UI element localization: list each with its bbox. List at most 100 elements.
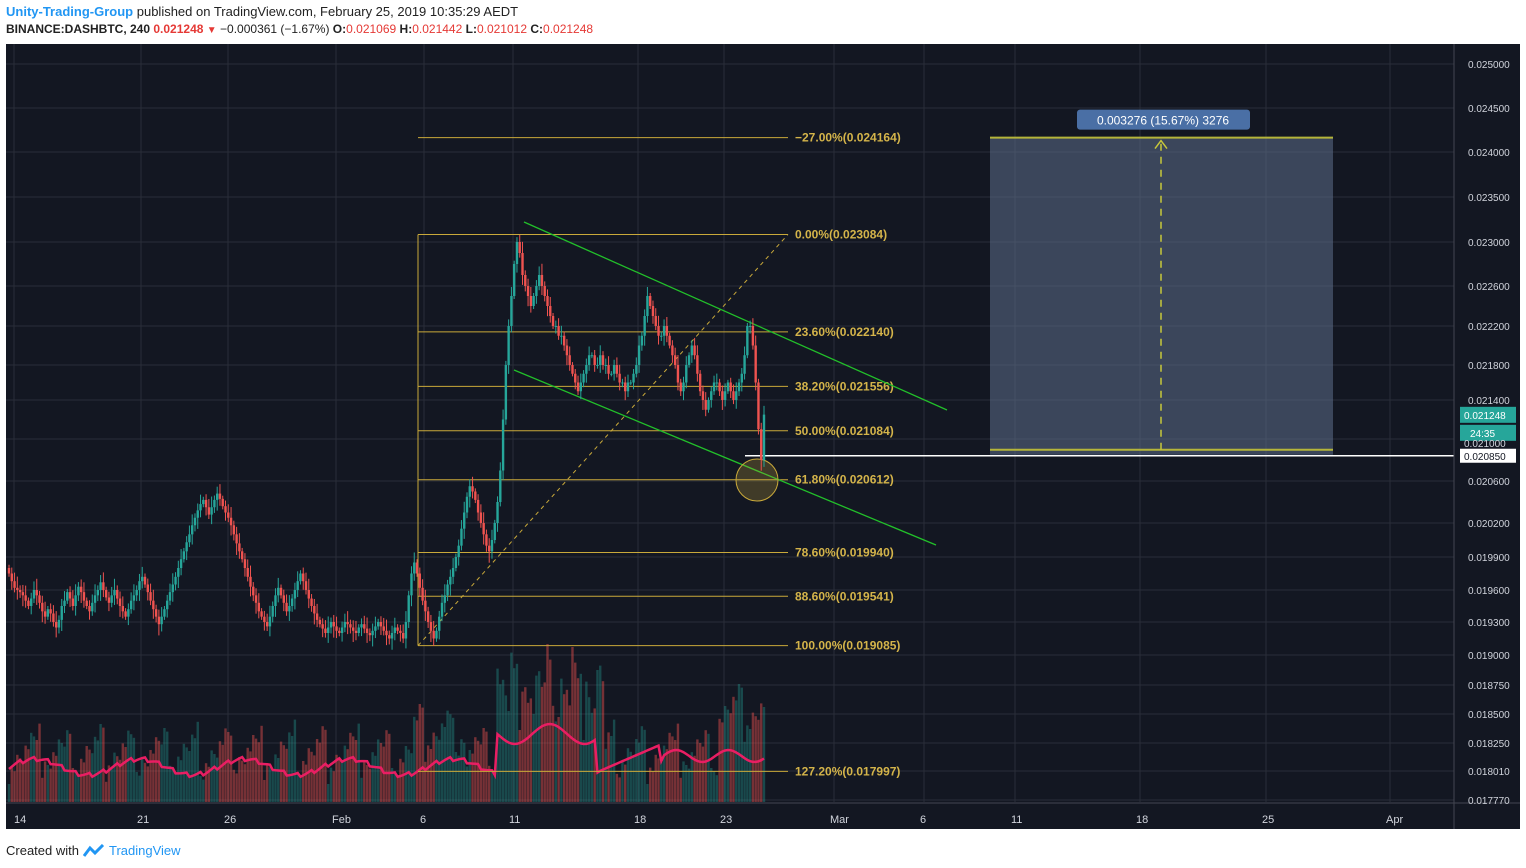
candle-body — [113, 590, 116, 596]
volume-bar — [413, 716, 416, 802]
volume-bar — [277, 758, 280, 802]
volume-bar — [587, 697, 591, 802]
candle-body — [288, 606, 291, 612]
candle-body — [682, 382, 685, 392]
fib-level-label: 61.80%(0.020612) — [795, 473, 894, 487]
candle-body — [698, 373, 702, 392]
candle-body — [648, 296, 652, 306]
candle-body — [443, 595, 446, 603]
candle-body — [635, 365, 638, 374]
x-tick-label: 18 — [634, 814, 646, 826]
candle-body — [404, 622, 408, 639]
volume-bar — [143, 762, 147, 802]
high-label: H: — [399, 22, 413, 36]
volume-bar — [43, 761, 47, 802]
candle-body — [704, 400, 707, 410]
volume-bar — [196, 721, 199, 802]
candle-body — [221, 498, 224, 507]
candle-body — [202, 499, 205, 505]
volume-bar — [346, 749, 349, 802]
volume-bar — [227, 732, 230, 802]
volume-bar — [271, 770, 274, 802]
y-tick-label: 0.019900 — [1468, 553, 1510, 564]
candle-body — [213, 499, 216, 508]
candle-body — [701, 391, 705, 400]
candle-body — [185, 542, 188, 552]
volume-bar — [304, 764, 308, 802]
candle-body — [429, 622, 433, 631]
volume-bar — [110, 769, 113, 802]
volume-bar — [576, 678, 580, 802]
candle-body — [257, 602, 261, 612]
volume-bar — [77, 775, 80, 802]
volume-bar — [648, 767, 652, 802]
price-chart[interactable]: 0.003276 (15.67%) 3276 −27.00%(0.024164)… — [6, 44, 1520, 829]
candle-body — [35, 590, 38, 596]
volume-bar — [321, 726, 324, 802]
volume-bar — [529, 698, 533, 802]
volume-bar — [579, 673, 583, 802]
tradingview-logo-icon — [82, 843, 105, 857]
volume-bar — [549, 659, 552, 802]
candle-body — [146, 584, 149, 593]
volume-bar — [254, 738, 258, 802]
candle-body — [302, 573, 305, 582]
projection-label-text: 0.003276 (15.67%) 3276 — [1097, 114, 1229, 128]
volume-bar — [363, 761, 366, 802]
footer: Created with TradingView — [6, 843, 181, 858]
volume-bar — [551, 705, 555, 802]
volume-bar — [307, 748, 310, 802]
candle-body — [229, 517, 233, 526]
candle-body — [374, 626, 377, 631]
candle-body — [168, 592, 172, 601]
volume-bar — [388, 733, 391, 802]
candle-body — [154, 609, 158, 617]
volume-bar — [426, 745, 430, 802]
candle-body — [587, 355, 591, 365]
volume-bar — [129, 734, 133, 802]
volume-bar — [710, 768, 713, 802]
candle-body — [479, 512, 483, 523]
volume-bar — [635, 739, 638, 802]
volume-bar — [651, 771, 655, 802]
candle-body — [174, 576, 177, 585]
candle-body — [190, 525, 194, 535]
candle-body — [640, 335, 644, 346]
candle-body — [171, 584, 174, 593]
candle-body — [493, 523, 496, 540]
candle-body — [396, 627, 399, 631]
volume-bar — [327, 784, 330, 802]
candle-body — [13, 581, 16, 588]
y-tick-label: 0.021800 — [1468, 361, 1510, 372]
volume-bar — [723, 706, 727, 802]
volume-bar — [74, 771, 77, 802]
volume-bar — [371, 752, 374, 802]
volume-bar — [274, 754, 277, 802]
candle-body — [599, 355, 602, 365]
target-circle — [735, 458, 779, 502]
volume-bar — [615, 773, 619, 802]
candle-body — [327, 627, 330, 633]
volume-bar — [127, 730, 130, 802]
candle-body — [665, 326, 669, 336]
volume-bar — [79, 758, 83, 802]
candle-body — [157, 616, 161, 625]
tradingview-brand[interactable]: TradingView — [108, 843, 181, 858]
volume-bar — [662, 745, 666, 802]
volume-bar — [601, 681, 605, 802]
volume-bar — [102, 727, 105, 802]
candle-body — [557, 326, 560, 336]
fib-level-label: 100.00%(0.019085) — [795, 639, 900, 653]
volume-bar — [432, 732, 435, 802]
low-value: 0.021012 — [476, 22, 528, 36]
volume-bar — [501, 679, 505, 802]
volume-bar — [512, 668, 516, 802]
x-tick-label: 11 — [1011, 814, 1022, 826]
y-tick-label: 0.022600 — [1468, 282, 1510, 293]
candle-body — [365, 628, 369, 633]
author-link[interactable]: Unity-Trading-Group — [6, 4, 134, 19]
volume-bar — [485, 731, 488, 802]
volume-bar — [32, 736, 36, 802]
candle-body — [424, 600, 427, 612]
candle-body — [338, 630, 341, 633]
